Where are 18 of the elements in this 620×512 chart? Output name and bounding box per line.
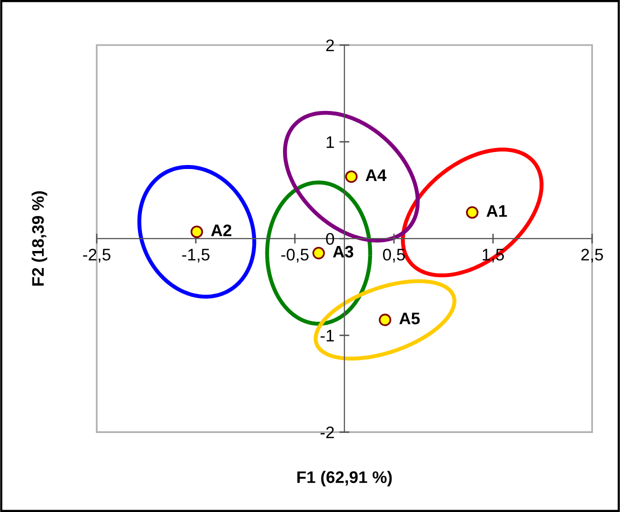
y-tick-label: 1: [326, 136, 334, 148]
annotation: A2: [211, 224, 232, 236]
x-tick-label: 0,5: [383, 248, 405, 263]
point: [312, 246, 325, 260]
x-tick-label: -2,5: [83, 248, 110, 263]
x-tick-label: -1,5: [182, 248, 210, 263]
x-axis-title: F1 (62,91 %): [297, 470, 392, 486]
y-axis-title: F2 (18,39 %): [32, 191, 48, 286]
x-tick-label: -0,5: [281, 248, 309, 263]
y-tick-label: 2: [326, 39, 334, 52]
x-tick-label: 2,5: [581, 248, 603, 263]
point: [378, 314, 392, 326]
y-tick-label: -1: [320, 330, 334, 342]
y-tick-label: -2: [320, 426, 334, 438]
annotation: A5: [399, 312, 420, 324]
annotation: A4: [366, 170, 386, 181]
annotation: A1: [486, 205, 507, 217]
point: [190, 226, 203, 238]
